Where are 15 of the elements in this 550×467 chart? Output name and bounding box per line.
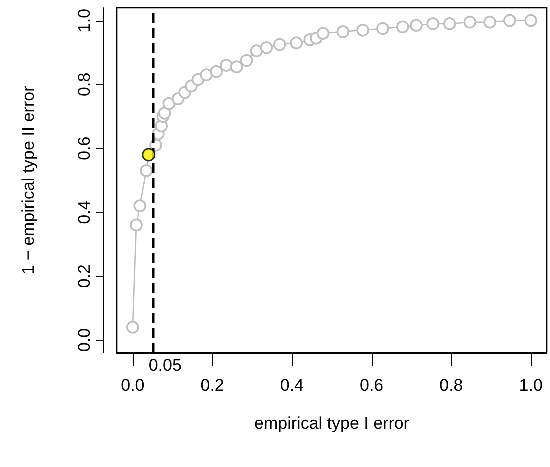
y-tick-label: 0.4 (75, 200, 94, 224)
x-tick-label: 0.4 (280, 376, 304, 395)
ref-line-label: 0.05 (148, 356, 182, 375)
x-tick-label: 0.8 (440, 376, 464, 395)
x-tick-label: 1.0 (519, 376, 543, 395)
y-tick-label: 0.2 (75, 264, 94, 288)
x-tick-label: 0.2 (200, 376, 224, 395)
y-tick-label: 0.8 (75, 72, 94, 96)
x-tick-label: 0.6 (360, 376, 384, 395)
y-tick-label: 0.6 (75, 136, 94, 160)
x-tick-label: 0.0 (121, 376, 145, 395)
x-axis-title: empirical type I error (254, 414, 410, 433)
y-axis-title: 1 − empirical type II error (19, 86, 38, 275)
y-tick-label: 0.0 (75, 328, 94, 352)
y-tick-label: 1.0 (75, 8, 94, 33)
